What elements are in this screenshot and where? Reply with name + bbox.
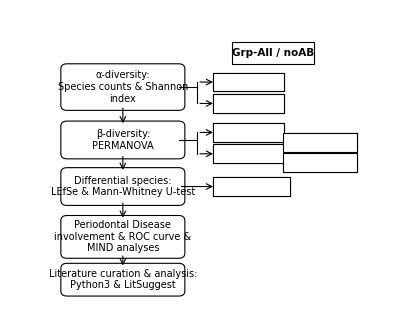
Text: vs: vs bbox=[316, 137, 333, 147]
Text: vs: vs bbox=[314, 158, 330, 168]
Text: α-diversity:
Species counts & Shannon
index: α-diversity: Species counts & Shannon in… bbox=[58, 71, 188, 104]
Text: HPV-: HPV- bbox=[290, 158, 314, 168]
Text: HPV  vs HCᵇ: HPV vs HCᵇ bbox=[220, 149, 277, 159]
FancyBboxPatch shape bbox=[213, 123, 284, 142]
Text: Literature curation & analysis:
Python3 & LitSuggest: Literature curation & analysis: Python3 … bbox=[49, 269, 197, 290]
Text: Periodontal Disease
involvement & ROC curve &
MIND analyses: Periodontal Disease involvement & ROC cu… bbox=[54, 220, 192, 253]
Text: HCᵇ: HCᵇ bbox=[333, 137, 351, 147]
Text: HNC: HNC bbox=[220, 128, 242, 137]
FancyBboxPatch shape bbox=[213, 177, 290, 196]
Text: HPV+  vs HPV-: HPV+ vs HPV- bbox=[214, 98, 283, 109]
FancyBboxPatch shape bbox=[282, 133, 357, 152]
Text: vs: vs bbox=[244, 77, 261, 87]
FancyBboxPatch shape bbox=[213, 144, 284, 163]
Text: HNC  vs HCᵃ: HNC vs HCᵃ bbox=[219, 128, 278, 137]
FancyBboxPatch shape bbox=[213, 73, 284, 92]
FancyBboxPatch shape bbox=[213, 123, 284, 142]
Text: β-diversity:
PERMANOVA: β-diversity: PERMANOVA bbox=[92, 129, 154, 151]
Text: HPV+: HPV+ bbox=[214, 98, 242, 109]
FancyBboxPatch shape bbox=[282, 133, 357, 152]
FancyBboxPatch shape bbox=[213, 94, 284, 113]
FancyBboxPatch shape bbox=[213, 73, 284, 92]
Text: HPV-: HPV- bbox=[260, 98, 282, 109]
Text: HCᵇ: HCᵇ bbox=[258, 149, 276, 159]
Text: HPV+: HPV+ bbox=[288, 137, 316, 147]
Text: HPV-  vs HCᵇ: HPV- vs HCᵇ bbox=[290, 158, 350, 168]
FancyBboxPatch shape bbox=[213, 94, 284, 113]
Text: HNC  vs HC: HNC vs HC bbox=[221, 77, 276, 87]
Text: Differential species:
LEfSe & Mann-Whitney U-test: Differential species: LEfSe & Mann-Whitn… bbox=[51, 176, 195, 197]
FancyBboxPatch shape bbox=[213, 144, 284, 163]
FancyBboxPatch shape bbox=[61, 121, 185, 159]
Text: HPV+  vs HCᵇ: HPV+ vs HCᵇ bbox=[287, 137, 352, 147]
FancyBboxPatch shape bbox=[282, 153, 357, 172]
FancyBboxPatch shape bbox=[61, 263, 185, 296]
Text: vs: vs bbox=[241, 149, 258, 159]
Text: vs: vs bbox=[244, 181, 260, 192]
Text: HCᵃ: HCᵃ bbox=[259, 128, 277, 137]
FancyBboxPatch shape bbox=[61, 168, 185, 205]
Text: HC: HC bbox=[261, 77, 275, 87]
FancyBboxPatch shape bbox=[61, 215, 185, 258]
Text: HPV-ᵇ: HPV-ᵇ bbox=[260, 181, 288, 192]
Text: HPV: HPV bbox=[221, 149, 241, 159]
Text: HPV+: HPV+ bbox=[216, 181, 244, 192]
FancyBboxPatch shape bbox=[232, 43, 314, 64]
Text: vs: vs bbox=[242, 128, 259, 137]
Text: vs: vs bbox=[242, 98, 260, 109]
FancyBboxPatch shape bbox=[282, 153, 357, 172]
Text: HNC: HNC bbox=[222, 77, 244, 87]
Text: HCᵇ: HCᵇ bbox=[330, 158, 349, 168]
Text: HPV+  vs HPV-ᵇ: HPV+ vs HPV-ᵇ bbox=[214, 181, 288, 192]
Text: Grp-All / noAB: Grp-All / noAB bbox=[232, 48, 314, 58]
FancyBboxPatch shape bbox=[213, 177, 290, 196]
FancyBboxPatch shape bbox=[61, 64, 185, 111]
